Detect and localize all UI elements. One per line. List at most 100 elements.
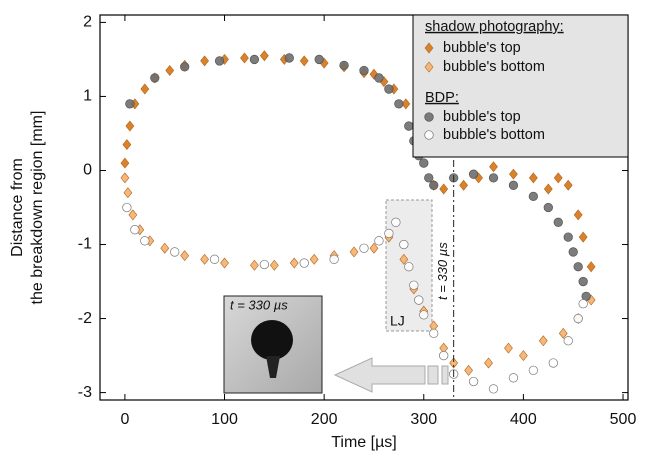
data-point — [394, 99, 404, 109]
data-point — [414, 295, 424, 305]
x-tick-label: 300 — [410, 411, 437, 428]
arrow — [333, 357, 426, 393]
plot-frame — [99, 14, 629, 401]
bubble-jet — [266, 356, 280, 378]
data-point — [508, 180, 519, 190]
data-point — [314, 54, 324, 65]
arrow-piece — [441, 365, 449, 385]
y-axis-label: Distance from — [9, 158, 26, 257]
data-point — [140, 236, 150, 246]
data-point — [180, 250, 190, 262]
data-point — [250, 259, 259, 271]
data-point — [150, 73, 160, 83]
data-point — [170, 247, 180, 257]
data-point — [543, 202, 553, 213]
data-point — [120, 157, 130, 169]
legend-label: bubble's top — [443, 40, 521, 56]
data-point — [578, 231, 588, 243]
data-point — [384, 84, 394, 94]
data-point — [369, 242, 379, 254]
x-tick-label: 100 — [211, 411, 238, 428]
data-point — [120, 172, 130, 184]
data-point — [299, 55, 309, 67]
legend-marker — [424, 112, 434, 122]
data-point — [409, 280, 419, 290]
data-point — [122, 139, 132, 151]
data-point — [299, 258, 309, 268]
legend-marker — [424, 42, 434, 54]
data-point — [122, 202, 132, 213]
data-point — [125, 120, 135, 132]
data-point — [484, 357, 493, 369]
legend-box — [412, 14, 629, 158]
data-point — [519, 350, 528, 362]
data-point — [329, 254, 339, 264]
data-point — [374, 73, 384, 83]
legend-label: bubble's top — [443, 109, 521, 125]
data-point — [573, 209, 583, 221]
data-point — [508, 373, 519, 383]
data-point — [528, 365, 539, 376]
data-point — [553, 217, 563, 227]
data-point — [249, 54, 260, 65]
data-point — [130, 225, 140, 235]
data-point — [573, 313, 583, 324]
data-point — [391, 217, 401, 227]
data-point — [449, 357, 459, 369]
data-point — [543, 183, 553, 195]
data-point — [399, 239, 409, 250]
data-point — [339, 60, 349, 70]
data-point — [563, 232, 573, 242]
data-point — [374, 236, 384, 246]
data-point — [553, 172, 563, 184]
y-tick-label: -2 — [78, 310, 92, 327]
data-point — [538, 335, 548, 347]
arrow-piece — [427, 365, 439, 385]
data-point — [504, 342, 513, 354]
x-tick-label: 0 — [120, 411, 129, 428]
data-point — [128, 209, 138, 221]
y-tick-label: 0 — [83, 162, 92, 179]
bubble-shape — [251, 320, 293, 360]
data-point — [424, 173, 434, 183]
x-tick-label: 500 — [610, 411, 637, 428]
data-point — [489, 161, 498, 173]
y-tick-label: -3 — [78, 384, 92, 401]
data-point — [214, 56, 225, 66]
data-point — [220, 257, 229, 269]
data-point — [558, 327, 568, 339]
x-tick-label: 400 — [510, 411, 537, 428]
legend-title: shadow photography: — [425, 19, 564, 35]
y-axis-label: the breakdown region [mm] — [29, 111, 46, 305]
data-point — [468, 169, 479, 179]
data-point — [359, 243, 369, 253]
data-point — [259, 50, 269, 62]
data-point — [384, 228, 394, 239]
data-point — [578, 299, 588, 309]
y-tick-label: -1 — [78, 236, 92, 253]
data-point — [140, 83, 150, 95]
lj-label: LJ — [390, 313, 405, 329]
data-point — [180, 62, 190, 72]
data-point — [548, 358, 558, 368]
reference-label: t = 330 µs — [435, 242, 450, 300]
data-point — [404, 262, 414, 272]
data-point — [488, 173, 499, 183]
legend-title: BDP: — [425, 90, 459, 106]
data-point — [209, 254, 220, 264]
data-point — [399, 253, 409, 265]
data-point — [404, 121, 414, 131]
x-axis-label: Time [µs] — [331, 434, 397, 451]
data-point — [439, 350, 449, 361]
data-point — [259, 259, 270, 270]
data-point — [359, 65, 369, 76]
x-tick-label: 200 — [311, 411, 338, 428]
data-point — [269, 259, 279, 271]
data-point — [528, 191, 539, 202]
data-point — [125, 99, 135, 109]
data-point — [165, 65, 175, 77]
data-point — [563, 336, 573, 346]
annotation-layer — [333, 199, 449, 393]
data-point — [439, 183, 449, 195]
